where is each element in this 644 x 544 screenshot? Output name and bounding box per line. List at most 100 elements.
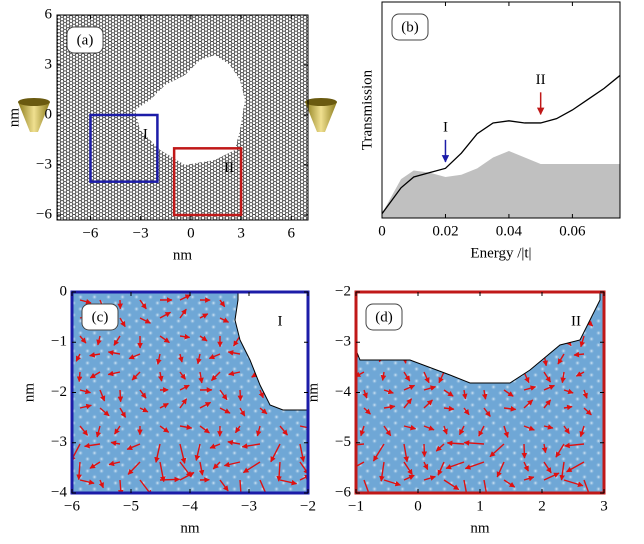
x-tick-label: −3 <box>241 498 257 514</box>
current-arrow <box>279 425 289 436</box>
current-arrow <box>503 406 517 412</box>
current-arrow <box>363 407 371 415</box>
x-tick-label: −6 <box>64 498 80 514</box>
current-arrow <box>228 370 241 377</box>
current-arrow <box>363 479 370 493</box>
current-arrow <box>579 425 585 438</box>
current-arrow <box>270 443 281 463</box>
current-arrow <box>219 389 228 401</box>
current-arrow <box>543 399 552 409</box>
x-axis-label: Energy /|t| <box>470 245 531 261</box>
x-tick-label: −3 <box>133 225 149 241</box>
current-arrow <box>458 425 465 436</box>
y-tick-label: −3 <box>51 434 67 450</box>
current-arrow <box>463 407 470 416</box>
current-arrow <box>422 461 429 471</box>
current-arrow <box>107 350 121 356</box>
current-arrow <box>179 294 191 301</box>
current-arrow <box>299 443 306 463</box>
current-arrow <box>258 389 264 399</box>
line <box>381 74 621 215</box>
x-tick-label: 0 <box>378 223 386 239</box>
current-arrow <box>107 370 121 377</box>
y-axis-label: nm <box>21 383 37 403</box>
current-arrow <box>463 440 485 446</box>
x-tick-label: 0.04 <box>496 223 523 239</box>
current-arrow <box>242 461 261 474</box>
x-tick-label: −4 <box>182 498 198 514</box>
current-arrow <box>199 401 212 409</box>
current-arrow <box>79 403 92 410</box>
x-tick-label: 0 <box>414 498 422 514</box>
current-arrow <box>403 384 416 391</box>
current-arrow <box>437 461 445 476</box>
x-tick-label: 6 <box>288 225 296 241</box>
current-arrow <box>79 425 89 436</box>
current-arrow <box>131 371 141 381</box>
current-arrow <box>219 479 229 492</box>
current-arrow <box>503 389 514 397</box>
current-arrow <box>89 371 101 379</box>
current-arrow <box>223 461 241 468</box>
x-tick-label: 1 <box>476 498 484 514</box>
current-arrow <box>575 371 585 377</box>
plot-frame <box>381 1 621 219</box>
current-arrow <box>199 425 210 434</box>
current-arrow <box>356 461 365 468</box>
current-arrow <box>521 443 528 459</box>
current-arrow <box>523 475 535 482</box>
current-arrow <box>523 425 535 431</box>
current-arrow <box>159 461 166 483</box>
current-arrow <box>114 425 121 435</box>
current-arrow <box>227 350 241 356</box>
current-arrow <box>208 353 221 360</box>
current-arrow <box>113 335 121 346</box>
current-arrow <box>259 479 269 493</box>
current-arrow <box>383 425 392 437</box>
current-arrow <box>179 308 187 319</box>
x-tick-label: 3 <box>237 225 245 241</box>
current-arrow <box>227 439 241 446</box>
current-arrow <box>199 313 209 319</box>
y-tick-label: 0 <box>60 283 68 299</box>
current-arrow <box>423 399 433 409</box>
panel-label: (c) <box>92 309 109 325</box>
current-arrow <box>403 461 413 476</box>
y-tick-label: 3 <box>45 56 53 72</box>
current-arrow <box>237 389 244 402</box>
current-arrow <box>159 402 169 409</box>
current-arrow <box>543 371 552 383</box>
current-arrow <box>119 407 127 418</box>
current-arrow <box>461 389 468 400</box>
y-axis-label: nm <box>305 383 321 403</box>
current-arrow <box>359 425 366 437</box>
current-arrow <box>179 443 187 464</box>
current-arrow <box>478 425 485 437</box>
current-arrow <box>219 407 231 414</box>
current-arrow <box>98 479 104 489</box>
current-arrow <box>194 443 201 461</box>
current-arrow <box>403 424 417 431</box>
current-arrow <box>483 479 490 493</box>
current-arrow <box>198 371 204 384</box>
current-arrow <box>199 335 208 342</box>
current-arrow <box>383 404 396 410</box>
y-tick-label: −2 <box>335 283 351 299</box>
current-arrow <box>179 471 195 481</box>
panel-label-box <box>81 303 119 331</box>
current-arrow <box>179 424 193 430</box>
current-arrow <box>127 461 141 475</box>
y-tick-label: −2 <box>51 384 67 400</box>
current-arrow <box>139 389 147 399</box>
current-arrow <box>179 371 186 380</box>
current-arrow <box>582 389 588 399</box>
current-arrow <box>79 479 95 485</box>
current-arrow <box>563 479 584 487</box>
current-arrow <box>154 443 161 463</box>
current-arrow <box>239 479 242 493</box>
current-arrow <box>139 407 149 413</box>
current-arrow <box>583 479 592 493</box>
lattice-hole <box>135 55 245 165</box>
y-tick-label: −4 <box>335 384 351 400</box>
current-arrow <box>446 440 465 447</box>
